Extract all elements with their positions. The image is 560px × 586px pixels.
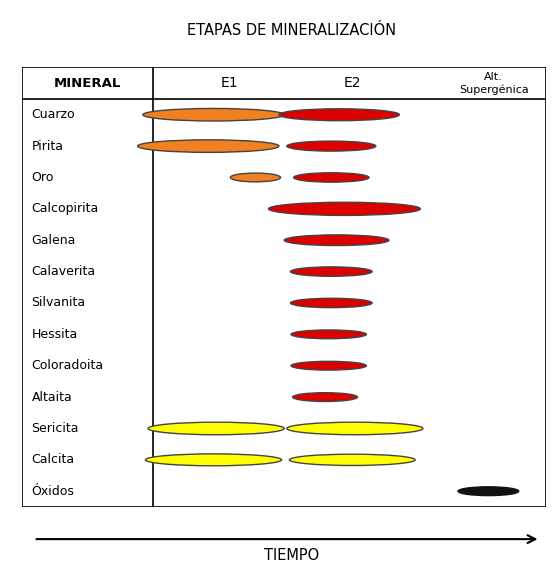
Ellipse shape — [293, 173, 369, 182]
Text: Cuarzo: Cuarzo — [31, 108, 75, 121]
Text: TIEMPO: TIEMPO — [264, 547, 319, 563]
Ellipse shape — [291, 298, 372, 308]
Text: E1: E1 — [221, 76, 238, 90]
Ellipse shape — [279, 109, 399, 121]
Ellipse shape — [290, 454, 415, 465]
Text: MINERAL: MINERAL — [54, 77, 122, 90]
Ellipse shape — [458, 487, 519, 496]
Text: ETAPAS DE MINERALIZACIÓN: ETAPAS DE MINERALIZACIÓN — [186, 23, 396, 39]
Ellipse shape — [287, 422, 423, 435]
Ellipse shape — [284, 235, 389, 246]
Text: Pirita: Pirita — [31, 139, 64, 152]
Ellipse shape — [291, 362, 366, 370]
Ellipse shape — [138, 140, 279, 152]
Text: Calcita: Calcita — [31, 454, 74, 466]
Text: Coloradoita: Coloradoita — [31, 359, 104, 372]
Text: Alt.
Supergénica: Alt. Supergénica — [459, 71, 529, 95]
Text: Galena: Galena — [31, 234, 76, 247]
Ellipse shape — [268, 202, 421, 216]
Text: Calaverita: Calaverita — [31, 265, 96, 278]
Text: E2: E2 — [343, 76, 361, 90]
Text: Oro: Oro — [31, 171, 54, 184]
Ellipse shape — [143, 108, 284, 121]
Ellipse shape — [292, 393, 357, 401]
Text: Sericita: Sericita — [31, 422, 79, 435]
Ellipse shape — [291, 267, 372, 276]
Text: Altaita: Altaita — [31, 391, 72, 404]
FancyBboxPatch shape — [22, 67, 546, 507]
Ellipse shape — [148, 422, 284, 435]
Text: Silvanita: Silvanita — [31, 297, 86, 309]
Ellipse shape — [287, 141, 376, 151]
Ellipse shape — [230, 173, 281, 182]
Ellipse shape — [291, 330, 366, 339]
Text: Calcopirita: Calcopirita — [31, 202, 99, 215]
Text: Óxidos: Óxidos — [31, 485, 74, 498]
Ellipse shape — [146, 454, 282, 466]
Text: Hessita: Hessita — [31, 328, 78, 341]
